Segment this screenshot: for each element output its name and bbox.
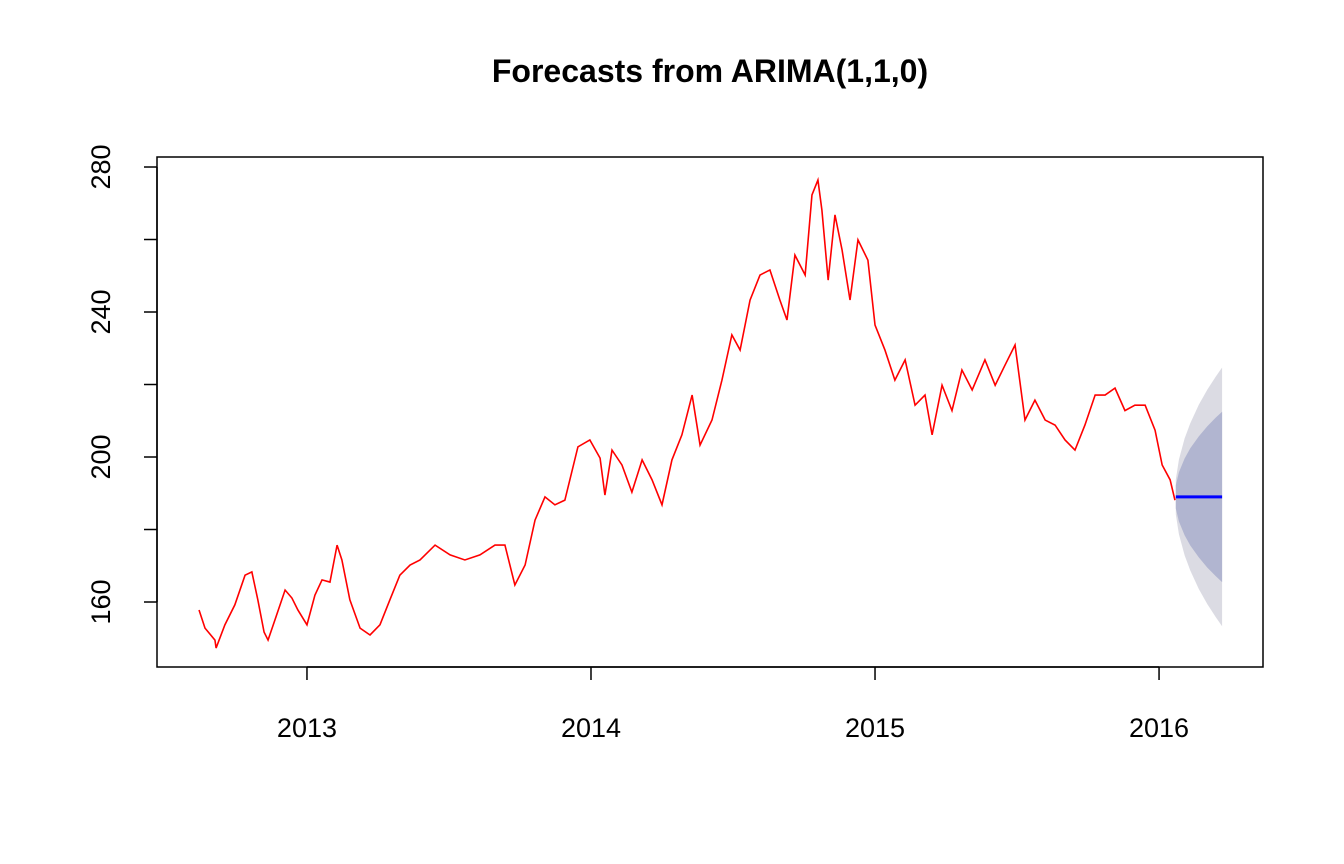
y-tick-label: 160	[86, 579, 116, 624]
x-tick-label: 2014	[561, 713, 621, 743]
data-line	[198, 176, 1176, 649]
x-tick-label: 2013	[277, 713, 337, 743]
x-tick-label: 2016	[1129, 713, 1189, 743]
chart-title: Forecasts from ARIMA(1,1,0)	[492, 53, 928, 89]
y-tick-label: 280	[86, 144, 116, 189]
plot-frame	[156, 156, 1264, 668]
x-tick-label: 2015	[845, 713, 905, 743]
y-tick-label: 240	[86, 289, 116, 334]
y-tick-label: 200	[86, 434, 116, 479]
